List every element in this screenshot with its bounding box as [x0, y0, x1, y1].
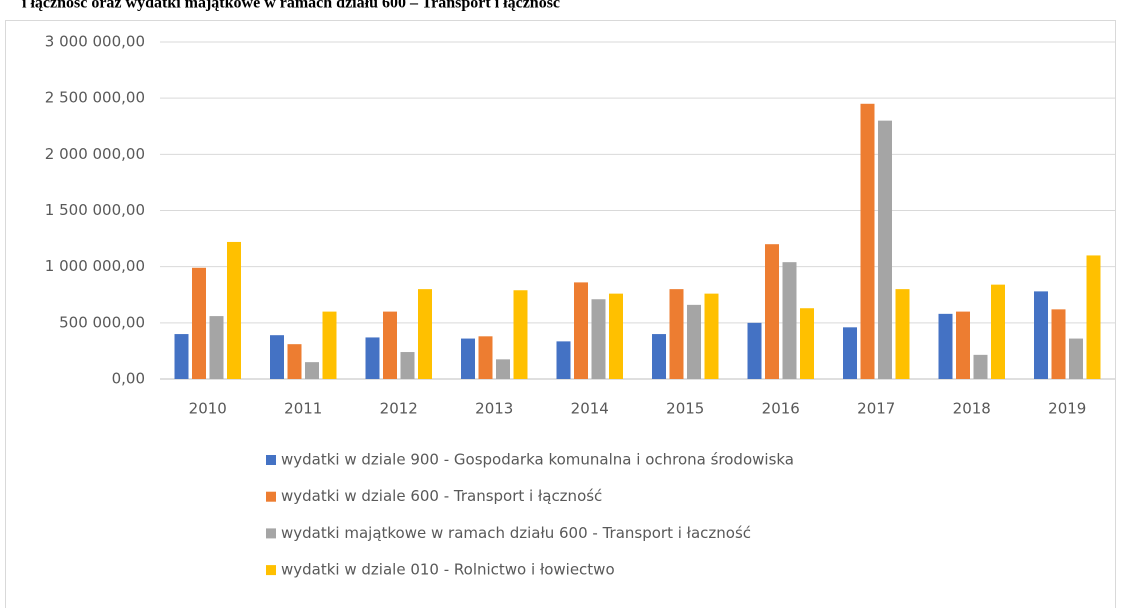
y-tick-label: 2 500 000,00 [45, 89, 145, 107]
bar [174, 334, 189, 379]
y-tick-label: 3 000 000,00 [45, 33, 145, 51]
y-tick-label: 1 500 000,00 [45, 201, 145, 219]
bar [609, 293, 623, 379]
bar [687, 304, 701, 379]
legend-swatch [266, 491, 276, 502]
bar [478, 336, 493, 379]
x-tick-label: 2014 [571, 400, 609, 418]
legend-label: wydatki majątkowe w ramach działu 600 - … [281, 524, 751, 542]
bar [383, 311, 397, 379]
legend-swatch [266, 528, 276, 539]
bar [765, 244, 779, 379]
bar [227, 241, 241, 379]
x-tick-label: 2015 [666, 400, 704, 418]
bar [860, 103, 875, 380]
bar [938, 313, 953, 379]
bar [322, 311, 337, 379]
y-tick-label: 0,00 [112, 370, 145, 388]
y-tick-label: 1 000 000,00 [45, 257, 145, 275]
bar [574, 282, 588, 379]
bar [747, 322, 762, 379]
bar [305, 362, 319, 379]
bar [192, 267, 206, 379]
bar [418, 289, 432, 379]
bar [973, 354, 988, 379]
y-tick-label: 500 000,00 [59, 313, 145, 331]
bar [1086, 255, 1101, 379]
bar [782, 262, 797, 379]
bar [1034, 291, 1048, 379]
bar [287, 344, 302, 379]
x-tick-label: 2012 [380, 400, 418, 418]
bar [1051, 309, 1066, 379]
chart-title: i łączność oraz wydatki majątkowe w rama… [22, 0, 560, 12]
bar [365, 337, 380, 379]
x-tick-label: 2018 [953, 400, 991, 418]
bar [556, 341, 571, 379]
bar [704, 293, 719, 379]
x-tick-label: 2011 [284, 400, 322, 418]
legend-swatch [266, 565, 276, 576]
legend-swatch [266, 455, 276, 465]
bar [461, 338, 475, 379]
x-tick-label: 2010 [189, 400, 227, 418]
bar [1069, 338, 1083, 379]
x-tick-label: 2019 [1048, 400, 1086, 418]
bar [800, 308, 814, 379]
bar [669, 289, 684, 379]
bar [652, 334, 666, 379]
bar [400, 352, 415, 379]
bar [895, 289, 910, 379]
bar [513, 290, 528, 379]
bar [591, 299, 606, 379]
bar [209, 316, 224, 379]
bar [843, 327, 857, 379]
legend-label: wydatki w dziale 900 - Gospodarka komuna… [281, 451, 794, 469]
x-tick-label: 2017 [857, 400, 895, 418]
bar [878, 120, 892, 379]
y-tick-label: 2 000 000,00 [45, 145, 145, 163]
x-tick-label: 2013 [475, 400, 513, 418]
legend-label: wydatki w dziale 010 - Rolnictwo i łowie… [281, 561, 615, 579]
bar [991, 284, 1005, 379]
chart-border [5, 20, 1116, 608]
bar [956, 311, 970, 379]
bar [270, 335, 284, 379]
x-tick-label: 2016 [762, 400, 800, 418]
legend-label: wydatki w dziale 600 - Transport i łączn… [281, 487, 602, 505]
bar [496, 359, 510, 379]
